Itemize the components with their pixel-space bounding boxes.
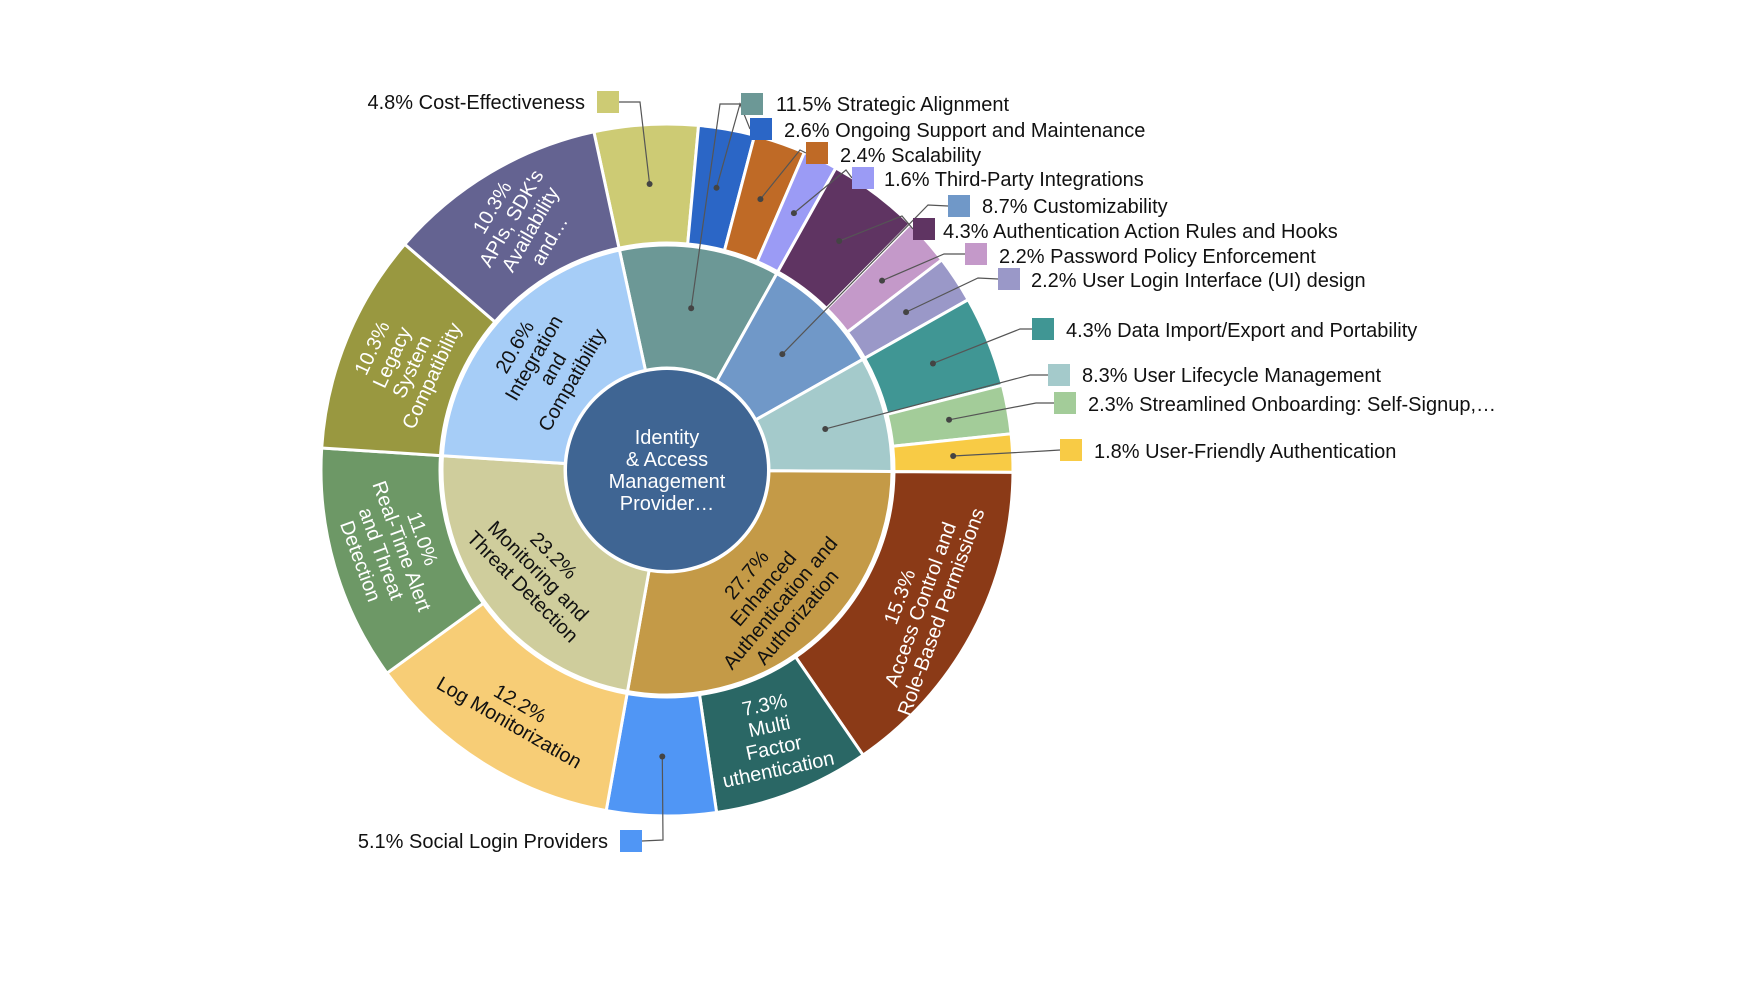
legend-swatch-cost xyxy=(597,91,619,113)
legend-swatch-social xyxy=(620,830,642,852)
outside-label-friendly: 1.8% User-Friendly Authentication xyxy=(1094,441,1396,463)
leader-dot-custom xyxy=(779,351,786,358)
leader-line-import xyxy=(932,328,1032,365)
slice-label-mfa: 7.3%MultiFactoruthentication xyxy=(707,683,837,793)
leader-dot-social xyxy=(659,753,666,760)
leader-line-friendly xyxy=(953,449,1061,457)
outside-label-support: 2.6% Ongoing Support and Maintenance xyxy=(784,120,1145,142)
leader-line-lifecycle xyxy=(825,374,1048,430)
legend-swatch-password xyxy=(965,243,987,265)
legend-swatch-onboard xyxy=(1054,392,1076,414)
leader-line-ui xyxy=(905,277,999,313)
leader-line-scal xyxy=(759,149,807,200)
legend-swatch-friendly xyxy=(1060,439,1082,461)
leader-line-password xyxy=(881,253,965,282)
outside-label-cost: 4.8% Cost-Effectiveness xyxy=(367,92,585,114)
legend-swatch-lifecycle xyxy=(1048,364,1070,386)
leader-dot-scal xyxy=(757,196,764,203)
legend-swatch-third xyxy=(852,167,874,189)
sunburst-root[interactable] xyxy=(567,370,767,570)
leader-lines xyxy=(619,101,1061,842)
leader-line-custom xyxy=(781,204,949,355)
slice-apis[interactable] xyxy=(402,130,621,325)
slice-strategic[interactable] xyxy=(617,243,779,384)
outside-label-import: 4.3% Data Import/Export and Portability xyxy=(1066,320,1417,342)
legend-swatch-import xyxy=(1032,318,1054,340)
svg-text:27.7%EnhancedAuthentication an: 27.7%EnhancedAuthentication andAuthoriza… xyxy=(685,505,859,688)
leader-dot-password xyxy=(879,277,886,284)
legend-swatch-strategic xyxy=(741,93,763,115)
leader-line-support xyxy=(715,102,751,188)
legend-swatch-support xyxy=(750,118,772,140)
leader-dot-onboard xyxy=(946,416,953,423)
legend-swatch-hooks xyxy=(913,218,935,240)
leader-line-onboard xyxy=(948,402,1054,421)
slice-enhanced[interactable] xyxy=(625,469,894,697)
outside-label-strategic: 11.5% Strategic Alignment xyxy=(776,94,1010,116)
outside-label-lifecycle: 8.3% User Lifecycle Management xyxy=(1082,365,1381,387)
leader-dot-third xyxy=(790,210,797,217)
leader-dot-strategic xyxy=(688,305,695,312)
leader-dot-friendly xyxy=(950,452,957,459)
slice-integration[interactable] xyxy=(440,248,648,466)
leader-dot-support xyxy=(713,184,720,191)
slice-label-enhanced: 27.7%EnhancedAuthentication andAuthoriza… xyxy=(685,505,859,688)
leader-dot-ui xyxy=(903,309,910,316)
legend-swatch-scal xyxy=(806,142,828,164)
leader-line-social xyxy=(641,756,664,842)
legend-swatch-custom xyxy=(948,195,970,217)
svg-text:7.3%MultiFactoruthentication: 7.3%MultiFactoruthentication xyxy=(707,683,836,793)
outside-label-third: 1.6% Third-Party Integrations xyxy=(884,169,1144,191)
leader-dot-hooks xyxy=(836,238,843,245)
leader-line-third xyxy=(793,169,853,214)
leader-line-cost xyxy=(619,101,651,185)
leader-dot-lifecycle xyxy=(822,425,829,432)
leader-line-strategic xyxy=(690,103,741,309)
outside-label-password: 2.2% Password Policy Enforcement xyxy=(999,246,1316,268)
outside-label-ui: 2.2% User Login Interface (UI) design xyxy=(1031,270,1366,292)
outside-label-social: 5.1% Social Login Providers xyxy=(358,831,608,853)
leader-dot-import xyxy=(929,360,936,367)
root-label: Identity & Access Management Provider… xyxy=(609,427,726,515)
outside-label-hooks: 4.3% Authentication Action Rules and Hoo… xyxy=(943,221,1338,243)
outside-label-onboard: 2.3% Streamlined Onboarding: Self-Signup… xyxy=(1088,394,1496,416)
leader-line-hooks xyxy=(838,215,914,242)
legend-swatch-ui xyxy=(998,268,1020,290)
outside-label-custom: 8.7% Customizability xyxy=(982,196,1168,218)
slice-monitoring[interactable] xyxy=(440,454,651,694)
outside-label-scal: 2.4% Scalability xyxy=(840,145,981,167)
leader-dot-cost xyxy=(646,181,653,188)
